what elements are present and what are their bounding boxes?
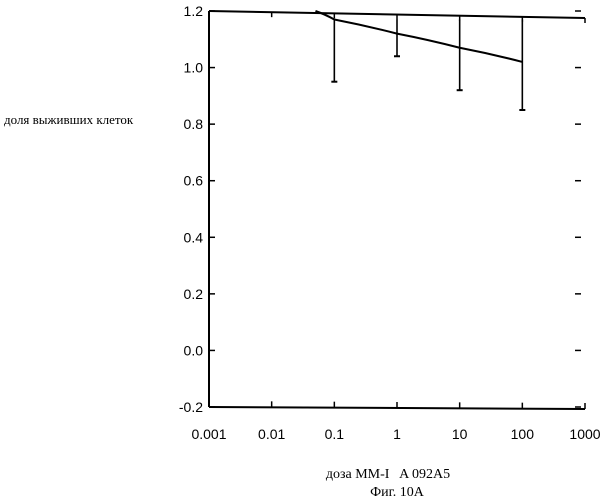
- x-tick-label: 0.01: [258, 426, 285, 442]
- ticks: [209, 11, 585, 409]
- y-tick-label: 0.8: [184, 116, 204, 132]
- y-tick-label: 0.4: [184, 229, 204, 245]
- y-tick-label: 1.0: [184, 60, 204, 76]
- x-axis-label: доза MM-I A 092A5: [326, 467, 450, 482]
- x-tick-label: 0.1: [325, 426, 345, 442]
- x-tick-label: 1000: [569, 426, 600, 442]
- tick-labels: -0.2 0.0 0.2 0.4 0.6 0.8 1.0 1.2 0.001 0.01 0.1 1 10…: [179, 3, 601, 442]
- series-line: [315, 11, 522, 62]
- y-tick-label: 0.6: [184, 173, 204, 189]
- y-tick-label: 1.2: [184, 3, 204, 19]
- figure-caption: Фиг. 10А: [370, 485, 425, 500]
- y-tick-label: 0.2: [184, 286, 204, 302]
- x-tick-label: 0.001: [191, 426, 226, 442]
- y-tick-label: 0.0: [184, 342, 204, 358]
- y-axis-label: доля выживших клеток: [4, 112, 134, 127]
- x-tick-label: 1: [393, 426, 401, 442]
- x-tick-label: 100: [511, 426, 535, 442]
- series: [315, 11, 525, 110]
- y-tick-label: -0.2: [179, 399, 203, 415]
- x-tick-label: 10: [452, 426, 468, 442]
- axes: [209, 11, 585, 409]
